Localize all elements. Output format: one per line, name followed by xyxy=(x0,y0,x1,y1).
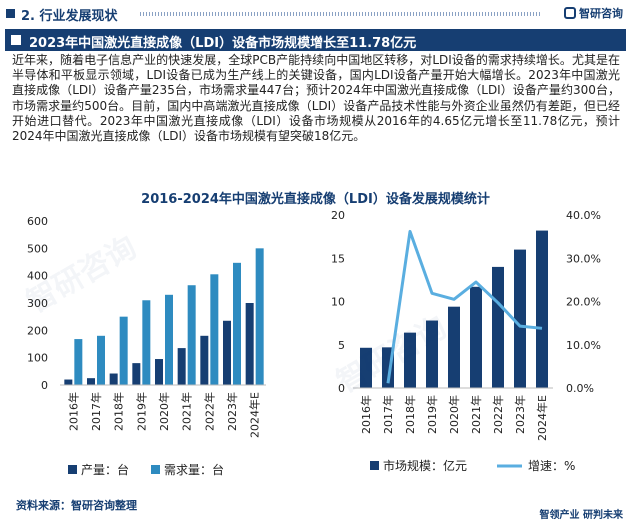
right-x-tick-label: 2024年E xyxy=(535,395,549,441)
demand-bar xyxy=(97,335,105,385)
top-bar: 2. 行业发展现状 智研咨询 xyxy=(0,0,631,28)
production-bar xyxy=(109,373,118,385)
right-x-tick-label: 2019年 xyxy=(425,395,439,434)
left-x-tick-label: 2016年 xyxy=(66,392,80,431)
demand-bar xyxy=(210,274,219,385)
market-size-bar xyxy=(404,332,416,388)
demand-bar xyxy=(187,285,196,385)
demand-bar xyxy=(233,262,241,385)
header-hatch-decoration xyxy=(140,12,540,16)
left-y-tick-label: 400 xyxy=(27,270,48,283)
company-logo: 智研咨询 xyxy=(564,5,623,21)
left-y-tick-label: 200 xyxy=(27,324,48,337)
chart-title: 2016-2024年中国激光直接成像（LDI）设备发展规模统计 xyxy=(141,192,490,207)
legend-label-growth: 增速：% xyxy=(528,459,575,473)
market-size-bar xyxy=(360,347,372,388)
banner-marker xyxy=(11,35,21,45)
legend-label-market-size: 市场规模：亿元 xyxy=(383,458,467,473)
right-chart-left-y-tick-label: 20 xyxy=(331,209,345,222)
production-bar xyxy=(177,348,186,385)
demand-bar xyxy=(74,339,83,385)
left-x-tick-label: 2018年 xyxy=(112,392,126,431)
legend-label-production: 产量：台 xyxy=(81,462,129,477)
left-x-tick-label: 2022年 xyxy=(202,392,216,431)
right-chart-left-y-tick-label: 15 xyxy=(331,252,345,265)
left-y-tick-label: 500 xyxy=(27,242,48,255)
production-bar xyxy=(245,303,254,385)
market-size-bar xyxy=(514,249,526,388)
section-marker xyxy=(6,9,15,18)
right-chart-right-y-tick-label: 40.0% xyxy=(566,209,601,222)
market-size-bar xyxy=(470,286,482,388)
growth-rate-line xyxy=(386,229,543,384)
left-y-tick-label: 300 xyxy=(27,297,48,310)
right-chart-left-y-tick-label: 10 xyxy=(331,296,345,309)
right-chart-right-y-tick-label: 30.0% xyxy=(566,252,601,265)
right-chart-left-y-tick-label: 5 xyxy=(338,339,345,352)
legend-swatch-market-size xyxy=(370,461,379,470)
right-x-tick-label: 2018年 xyxy=(403,395,417,434)
demand-bar xyxy=(255,248,264,385)
right-chart-left-y-tick-label: 0 xyxy=(338,382,345,395)
right-x-tick-label: 2023年 xyxy=(513,395,527,434)
banner-title: 2023年中国激光直接成像（LDI）设备市场规模增长至11.78亿元 xyxy=(29,36,417,51)
market-size-bar xyxy=(536,230,548,388)
right-x-tick-label: 2022年 xyxy=(491,395,505,434)
market-size-bar xyxy=(448,306,460,388)
production-bar xyxy=(87,378,95,385)
legend-label-demand: 需求量：台 xyxy=(164,462,224,477)
legend-swatch-production xyxy=(68,465,77,474)
left-x-tick-label: 2024年E xyxy=(248,392,262,438)
right-x-tick-label: 2021年 xyxy=(469,395,483,434)
right-x-tick-label: 2020年 xyxy=(447,395,461,434)
demand-bar xyxy=(142,300,151,385)
legend-swatch-demand xyxy=(151,465,160,474)
market-size-bar xyxy=(492,266,504,388)
right-chart-right-y-tick-label: 10.0% xyxy=(566,339,601,352)
right-chart-right-y-tick-label: 20.0% xyxy=(566,296,601,309)
source-note: 资料来源：智研咨询整理 xyxy=(16,499,137,512)
body-paragraph: 近年来，随着电子信息产业的快速发展，全球PCB产能持续向中国地区转移，对LDI设… xyxy=(12,53,620,144)
banner: 2023年中国激光直接成像（LDI）设备市场规模增长至11.78亿元 xyxy=(5,29,626,51)
left-y-tick-label: 600 xyxy=(27,215,48,228)
left-x-tick-label: 2021年 xyxy=(180,392,194,431)
production-bar xyxy=(155,359,163,385)
right-x-tick-label: 2017年 xyxy=(381,395,395,434)
left-x-tick-label: 2023年 xyxy=(225,392,239,431)
right-chart-right-y-tick-label: 0.0% xyxy=(566,382,594,395)
production-bar xyxy=(200,335,209,385)
production-bar xyxy=(64,379,73,385)
left-x-tick-label: 2019年 xyxy=(134,392,148,431)
demand-bar xyxy=(119,316,128,385)
production-bar xyxy=(132,363,141,385)
logo-text: 智研咨询 xyxy=(579,7,623,20)
left-x-tick-label: 2020年 xyxy=(157,392,171,431)
left-x-tick-label: 2017年 xyxy=(89,392,103,431)
logo-icon xyxy=(564,7,576,19)
left-y-tick-label: 0 xyxy=(41,379,48,392)
market-size-bar xyxy=(426,320,438,388)
production-bar xyxy=(223,320,231,385)
left-y-tick-label: 100 xyxy=(27,352,48,365)
right-x-tick-label: 2016年 xyxy=(359,395,373,434)
demand-bar xyxy=(165,294,173,385)
section-title: 2. 行业发展现状 xyxy=(21,9,118,24)
slogan: 智领产业 研判未来 xyxy=(539,510,623,521)
